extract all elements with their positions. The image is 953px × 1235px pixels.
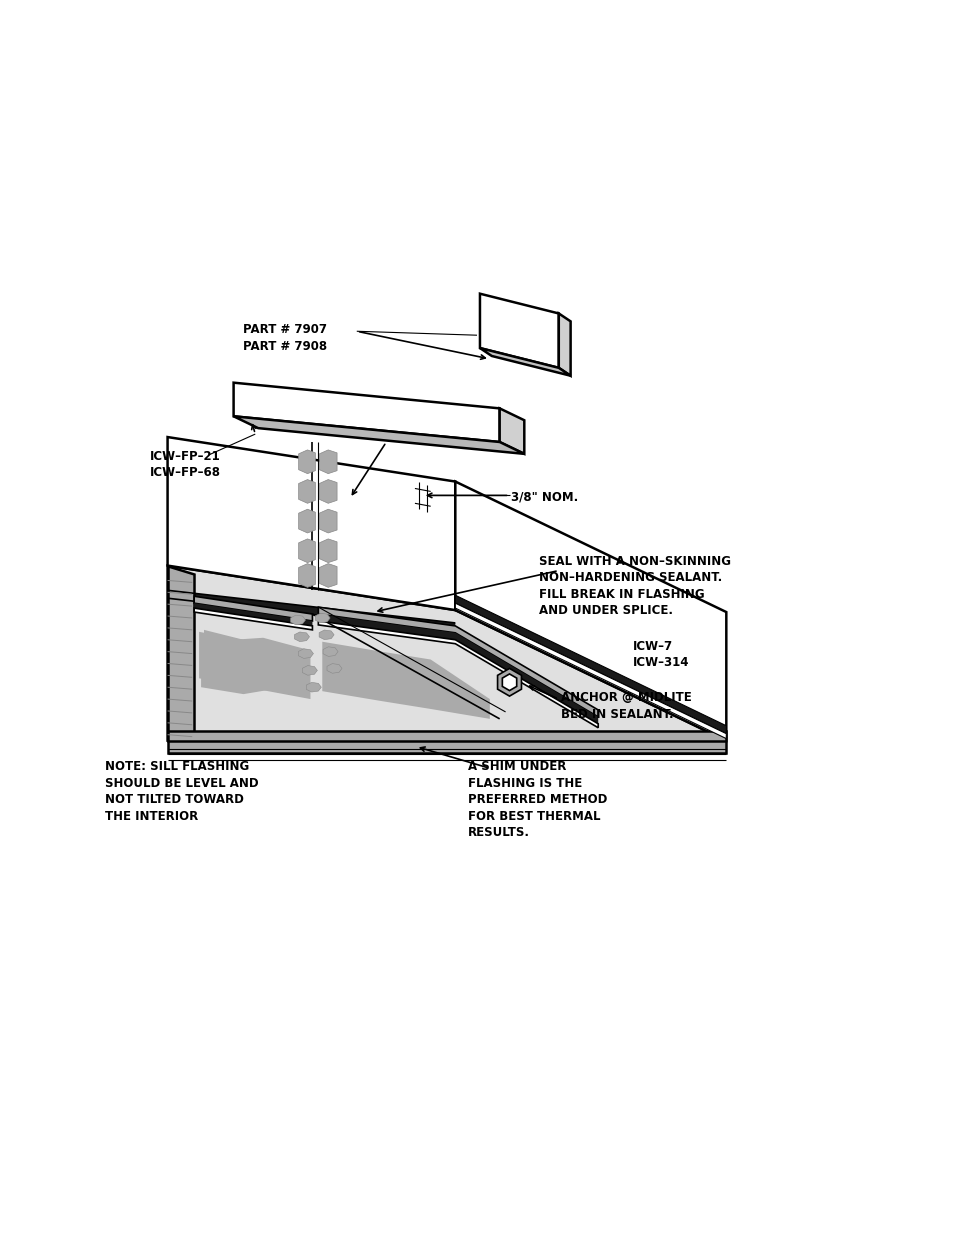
Polygon shape	[302, 666, 317, 676]
Polygon shape	[298, 509, 315, 534]
Polygon shape	[233, 383, 499, 442]
Polygon shape	[168, 590, 455, 631]
Polygon shape	[455, 482, 725, 741]
Polygon shape	[322, 642, 489, 719]
Polygon shape	[194, 597, 312, 621]
Polygon shape	[319, 630, 334, 640]
Polygon shape	[327, 663, 341, 673]
Text: 3/8" NOM.: 3/8" NOM.	[511, 490, 578, 504]
Polygon shape	[306, 683, 321, 692]
Polygon shape	[204, 630, 243, 659]
Polygon shape	[558, 314, 570, 375]
Polygon shape	[294, 632, 309, 642]
Text: SEAL WITH A NON–SKINNING
NON–HARDENING SEALANT.
FILL BREAK IN FLASHING
AND UNDER: SEAL WITH A NON–SKINNING NON–HARDENING S…	[538, 555, 730, 618]
Polygon shape	[499, 409, 524, 453]
Polygon shape	[233, 416, 524, 453]
Polygon shape	[479, 348, 570, 375]
Polygon shape	[168, 566, 194, 741]
Polygon shape	[455, 595, 725, 734]
Text: NOTE: SILL FLASHING
SHOULD BE LEVEL AND
NOT TILTED TOWARD
THE INTERIOR: NOTE: SILL FLASHING SHOULD BE LEVEL AND …	[106, 761, 259, 823]
Text: ICW–FP–21
ICW–FP–68: ICW–FP–21 ICW–FP–68	[150, 450, 220, 479]
Polygon shape	[479, 294, 558, 368]
Polygon shape	[318, 608, 598, 716]
Polygon shape	[497, 668, 521, 697]
Polygon shape	[319, 450, 336, 474]
Polygon shape	[319, 563, 336, 588]
Polygon shape	[199, 632, 310, 699]
Polygon shape	[201, 635, 307, 694]
Text: ANCHOR @ MIDLITE
BED IN SEALANT.: ANCHOR @ MIDLITE BED IN SEALANT.	[560, 692, 691, 721]
Polygon shape	[318, 614, 598, 724]
Polygon shape	[298, 538, 315, 563]
Polygon shape	[298, 479, 315, 504]
Polygon shape	[194, 608, 312, 630]
Polygon shape	[243, 640, 273, 664]
Polygon shape	[455, 603, 725, 739]
Polygon shape	[323, 647, 337, 657]
Polygon shape	[502, 674, 517, 690]
Polygon shape	[298, 450, 315, 474]
Text: ICW–7
ICW–314: ICW–7 ICW–314	[632, 640, 688, 669]
Polygon shape	[168, 566, 725, 741]
Polygon shape	[273, 645, 302, 669]
Polygon shape	[319, 509, 336, 534]
Polygon shape	[319, 538, 336, 563]
Polygon shape	[314, 613, 330, 622]
Polygon shape	[298, 563, 315, 588]
Polygon shape	[291, 615, 305, 625]
Polygon shape	[318, 621, 598, 727]
Polygon shape	[168, 437, 455, 610]
Text: PART # 7907
PART # 7908: PART # 7907 PART # 7908	[243, 324, 327, 353]
Polygon shape	[194, 603, 312, 626]
Text: A SHIM UNDER
FLASHING IS THE
PREFERRED METHOD
FOR BEST THERMAL
RESULTS.: A SHIM UNDER FLASHING IS THE PREFERRED M…	[468, 761, 607, 840]
Polygon shape	[204, 650, 243, 679]
Polygon shape	[319, 479, 336, 504]
Polygon shape	[168, 731, 725, 753]
Polygon shape	[243, 659, 273, 684]
Polygon shape	[273, 659, 302, 684]
Polygon shape	[298, 648, 314, 658]
